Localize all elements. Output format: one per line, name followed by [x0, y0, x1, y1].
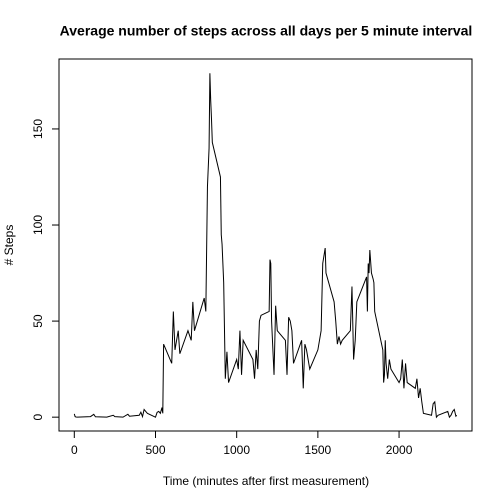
x-tick-label: 2000 — [386, 443, 413, 457]
plot-box — [58, 58, 473, 432]
x-tick-label: 1500 — [305, 443, 332, 457]
chart-title: Average number of steps across all days … — [60, 23, 473, 39]
y-tick-label: 50 — [31, 314, 45, 328]
series-line — [73, 73, 458, 419]
x-axis-label: Time (minutes after first measurement) — [163, 474, 369, 488]
x-tick-label: 0 — [71, 443, 78, 457]
y-axis-label: # Steps — [2, 225, 16, 266]
x-tick-label: 1000 — [223, 443, 250, 457]
y-tick-label: 150 — [31, 119, 45, 139]
x-tick-label: 500 — [145, 443, 165, 457]
y-tick-label: 0 — [31, 414, 45, 421]
y-tick-label: 100 — [31, 215, 45, 235]
